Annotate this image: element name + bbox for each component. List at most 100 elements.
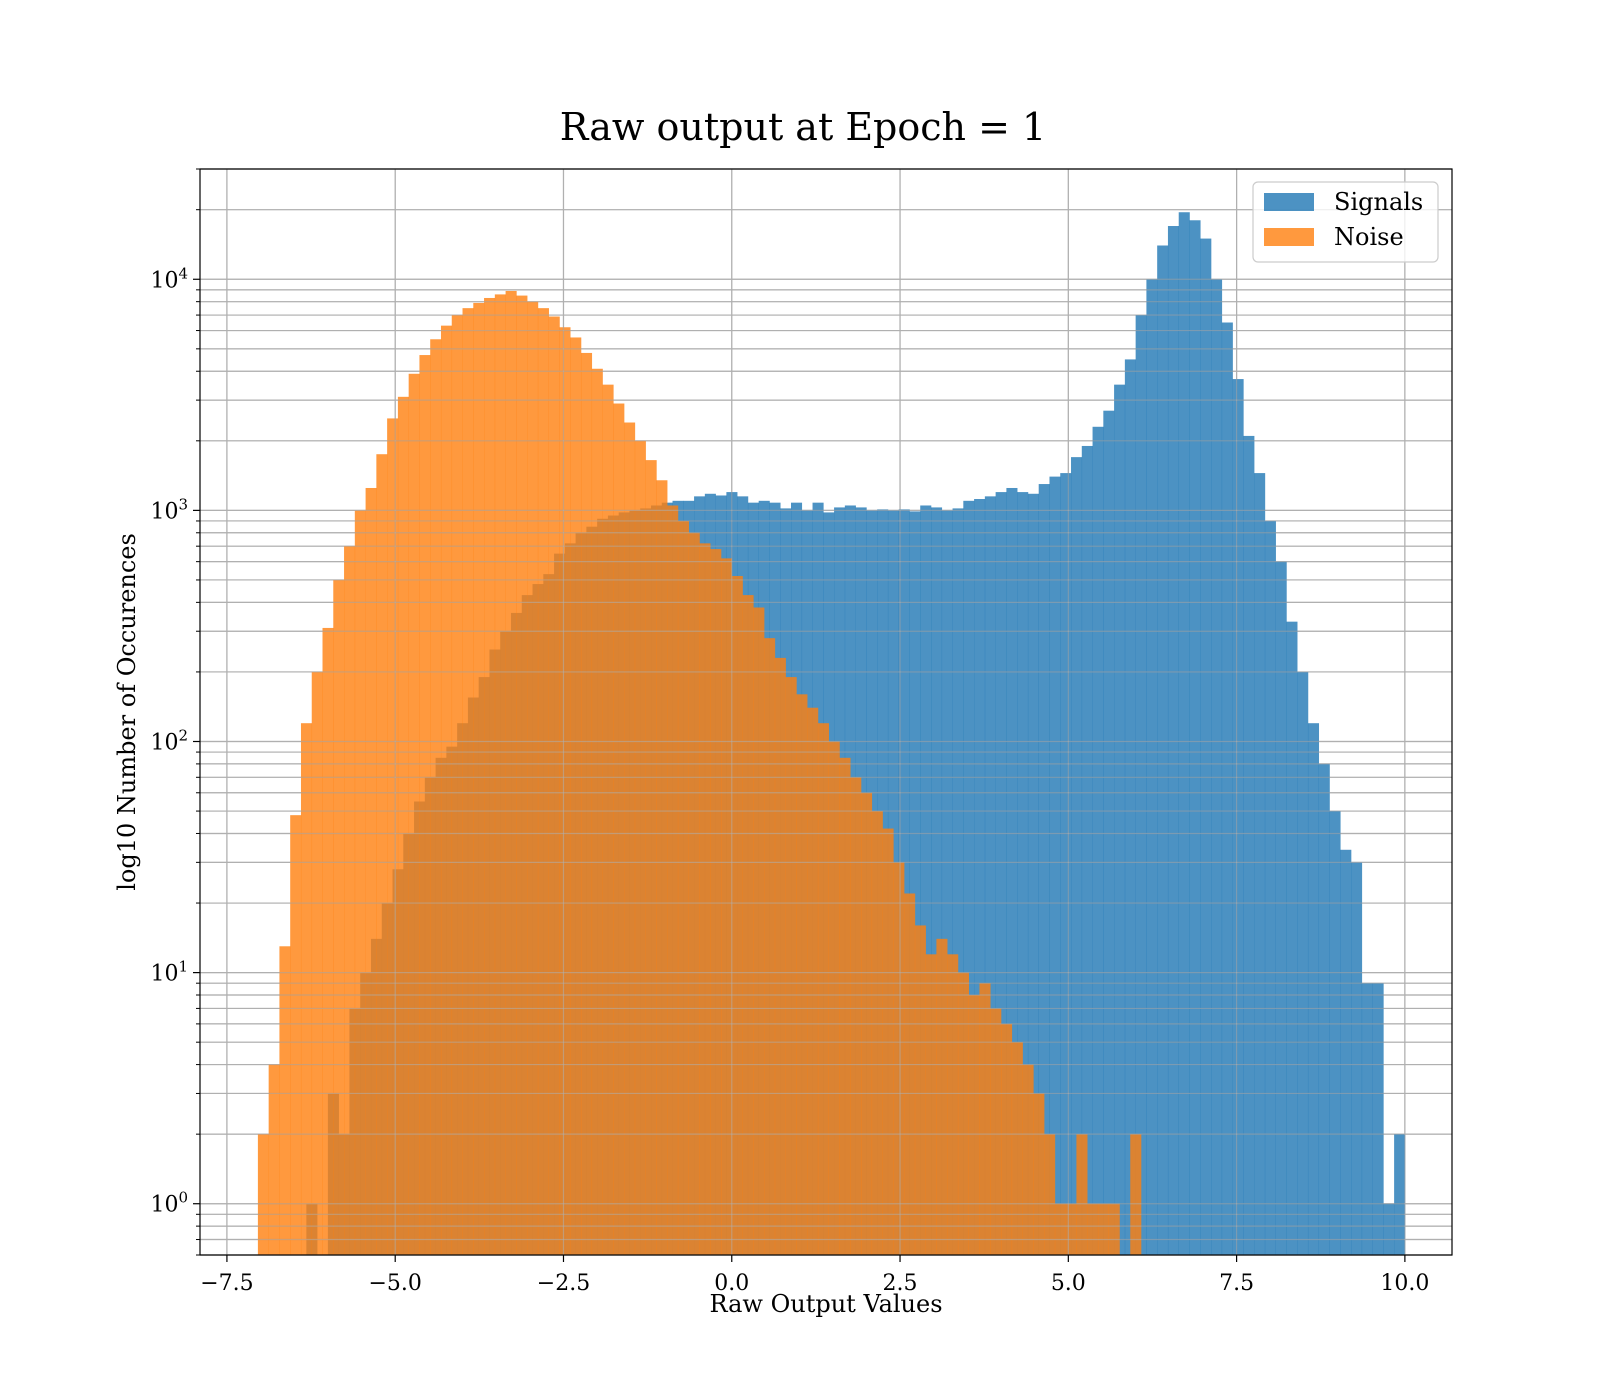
signals-bar bbox=[1221, 322, 1233, 1255]
noise-bar bbox=[850, 777, 862, 1255]
signals-bar bbox=[1243, 435, 1255, 1255]
signals-bar bbox=[1135, 315, 1147, 1255]
noise-bar bbox=[785, 677, 797, 1255]
noise-bar bbox=[376, 454, 388, 1256]
x-tick-label: 2.5 bbox=[883, 1271, 918, 1296]
signals-bar bbox=[1394, 1134, 1406, 1255]
noise-bar bbox=[322, 627, 334, 1255]
noise-bar bbox=[796, 694, 808, 1255]
noise-bar bbox=[1054, 1203, 1066, 1255]
signals-bar bbox=[1157, 245, 1169, 1256]
noise-bar bbox=[1087, 1203, 1099, 1255]
signals-bar bbox=[1103, 410, 1115, 1255]
noise-bar bbox=[494, 294, 506, 1256]
x-tick-label: 10.0 bbox=[1380, 1271, 1429, 1296]
noise-bar bbox=[548, 316, 560, 1256]
signals-bar bbox=[1027, 493, 1040, 1256]
noise-bar bbox=[936, 938, 948, 1255]
noise-bar bbox=[656, 480, 668, 1255]
signals-bar bbox=[995, 492, 1007, 1255]
signals-bar bbox=[1254, 473, 1266, 1256]
signals-bar bbox=[1189, 220, 1201, 1255]
signals-bar bbox=[1329, 811, 1341, 1255]
noise-bar bbox=[731, 576, 743, 1255]
signals-bar bbox=[974, 499, 986, 1255]
noise-bar bbox=[613, 403, 625, 1256]
signals-bar bbox=[1383, 1203, 1395, 1255]
signals-bar bbox=[1038, 484, 1050, 1255]
noise-bar bbox=[344, 546, 356, 1255]
noise-bar bbox=[279, 946, 291, 1255]
x-tick-label: 0.0 bbox=[714, 1271, 749, 1296]
signals-bar bbox=[1146, 279, 1158, 1255]
noise-bar bbox=[300, 723, 313, 1255]
noise-bar bbox=[1097, 1203, 1110, 1255]
x-tick-label: −5.0 bbox=[368, 1271, 421, 1296]
noise-bar bbox=[914, 925, 926, 1255]
y-tick-label: 103 bbox=[150, 495, 188, 524]
signals-bar bbox=[909, 511, 921, 1255]
y-tick-label: 104 bbox=[150, 264, 188, 293]
signals-bar bbox=[1167, 226, 1180, 1256]
signals-bar bbox=[1124, 359, 1136, 1255]
y-tick-label: 100 bbox=[150, 1189, 188, 1218]
y-tick-label: 101 bbox=[150, 958, 188, 987]
noise-bar bbox=[1130, 1134, 1142, 1255]
signals-bar bbox=[1340, 849, 1352, 1255]
noise-bar bbox=[580, 352, 593, 1255]
noise-bar bbox=[893, 862, 905, 1255]
signals-bar bbox=[1297, 671, 1309, 1255]
signals-bar bbox=[1232, 379, 1244, 1255]
noise-bar bbox=[828, 741, 840, 1255]
noise-bar bbox=[968, 995, 980, 1255]
noise-bar bbox=[699, 543, 711, 1255]
signals-bar bbox=[1017, 492, 1029, 1255]
signals-bar bbox=[1071, 457, 1083, 1255]
noise-bar bbox=[957, 972, 970, 1255]
x-axis-label: Raw Output Values bbox=[709, 1290, 942, 1318]
signals-bar bbox=[920, 505, 932, 1256]
noise-bar bbox=[624, 422, 636, 1255]
noise-bar bbox=[387, 418, 399, 1255]
noise-bar bbox=[742, 595, 754, 1255]
noise-bar bbox=[634, 440, 646, 1255]
noise-bar bbox=[1001, 1023, 1013, 1255]
noise-bar bbox=[333, 579, 345, 1255]
chart-title: Raw output at Epoch = 1 bbox=[560, 105, 1046, 149]
noise-bar bbox=[871, 811, 883, 1255]
legend-label-signals: Signals bbox=[1334, 188, 1423, 216]
noise-bar bbox=[537, 308, 549, 1255]
noise-bar bbox=[311, 671, 323, 1255]
signals-bar bbox=[984, 496, 996, 1255]
noise-bar bbox=[440, 325, 453, 1256]
noise-bar bbox=[257, 1134, 269, 1255]
y-axis-ticks: 100 101 102 103 104 bbox=[150, 168, 200, 1256]
noise-bar bbox=[645, 460, 657, 1255]
signals-bar bbox=[1114, 384, 1126, 1256]
noise-bar bbox=[947, 954, 959, 1255]
grid-lines-overlay bbox=[200, 168, 1452, 1256]
noise-bar bbox=[505, 290, 517, 1256]
plot-frame bbox=[199, 168, 1453, 1256]
noise-bar bbox=[1076, 1134, 1088, 1255]
noise-bar bbox=[817, 723, 829, 1255]
noise-bar bbox=[774, 657, 786, 1255]
noise-bar bbox=[559, 327, 571, 1255]
signals-bar bbox=[1351, 862, 1363, 1255]
signals-bar bbox=[952, 508, 964, 1255]
noise-bar bbox=[591, 368, 603, 1256]
noise-bar bbox=[484, 297, 496, 1255]
noise-bar bbox=[408, 373, 420, 1255]
signals-bar bbox=[1178, 212, 1190, 1256]
noise-bar bbox=[462, 308, 474, 1255]
legend-label-noise: Noise bbox=[1334, 223, 1404, 251]
signals-bar bbox=[1264, 520, 1276, 1255]
noise-bar bbox=[904, 893, 916, 1255]
signals-bar bbox=[1081, 445, 1093, 1256]
noise-bar bbox=[1044, 1134, 1056, 1255]
signals-bar bbox=[931, 507, 943, 1255]
legend-swatch-noise bbox=[1264, 228, 1314, 246]
noise-bar bbox=[1065, 1203, 1077, 1255]
noise-bar bbox=[290, 815, 302, 1255]
legend-swatch-signals bbox=[1264, 193, 1314, 211]
